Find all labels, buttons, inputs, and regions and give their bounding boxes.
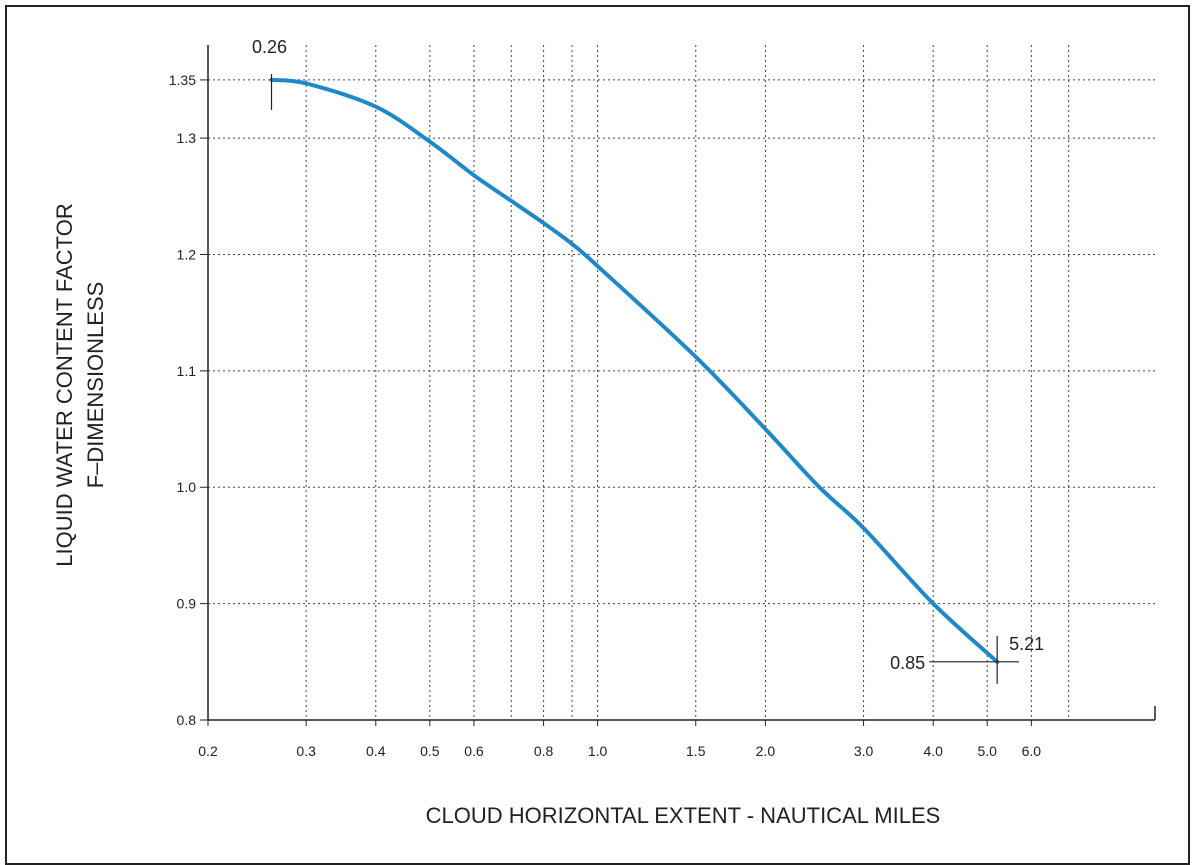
x-tick-label: 5.0 — [977, 743, 997, 759]
x-tick-label: 4.0 — [923, 743, 943, 759]
grid — [208, 45, 1155, 720]
y-tick-label: 1.3 — [177, 130, 197, 146]
y-tick-label: 1.0 — [177, 479, 197, 495]
annotation-end-x: 5.21 — [1009, 634, 1044, 654]
x-axis-title: CLOUD HORIZONTAL EXTENT - NAUTICAL MILES — [426, 803, 941, 828]
annotations: 0.26 5.21 0.85 — [252, 37, 1044, 684]
x-tick-labels: 0.2 0.3 0.4 0.5 0.6 0.8 1.0 1.5 2.0 3.0 4.0 5.0 6.0 — [198, 743, 1041, 759]
x-tick-label: 0.5 — [420, 743, 440, 759]
y-tick-label: 0.8 — [177, 712, 197, 728]
y-tick-labels: 0.8 0.9 1.0 1.1 1.2 1.3 1.35 — [169, 72, 196, 728]
axes — [200, 45, 1156, 726]
x-tick-label: 0.2 — [198, 743, 218, 759]
y-axis-title-line-2: F–DIMENSIONLESS — [83, 282, 108, 489]
annotation-start-x: 0.26 — [252, 37, 287, 57]
y-tick-label: 1.1 — [177, 363, 197, 379]
series-group — [269, 77, 1000, 664]
x-tick-label: 3.0 — [854, 743, 874, 759]
x-tick-label: 1.0 — [588, 743, 608, 759]
x-tick-label: 1.5 — [686, 743, 706, 759]
x-tick-label: 6.0 — [1022, 743, 1042, 759]
x-tick-label: 0.6 — [464, 743, 484, 759]
annotation-end-y: 0.85 — [890, 653, 925, 673]
y-tick-label: 0.9 — [177, 596, 197, 612]
y-axis-title-line-1: LIQUID WATER CONTENT FACTOR — [52, 203, 77, 566]
y-tick-label: 1.35 — [169, 72, 196, 88]
x-tick-label: 2.0 — [756, 743, 776, 759]
x-tick-label: 0.4 — [366, 743, 386, 759]
x-tick-label: 0.3 — [296, 743, 316, 759]
x-tick-label: 0.8 — [534, 743, 554, 759]
y-tick-label: 1.2 — [177, 246, 197, 262]
series-line — [269, 77, 1000, 664]
